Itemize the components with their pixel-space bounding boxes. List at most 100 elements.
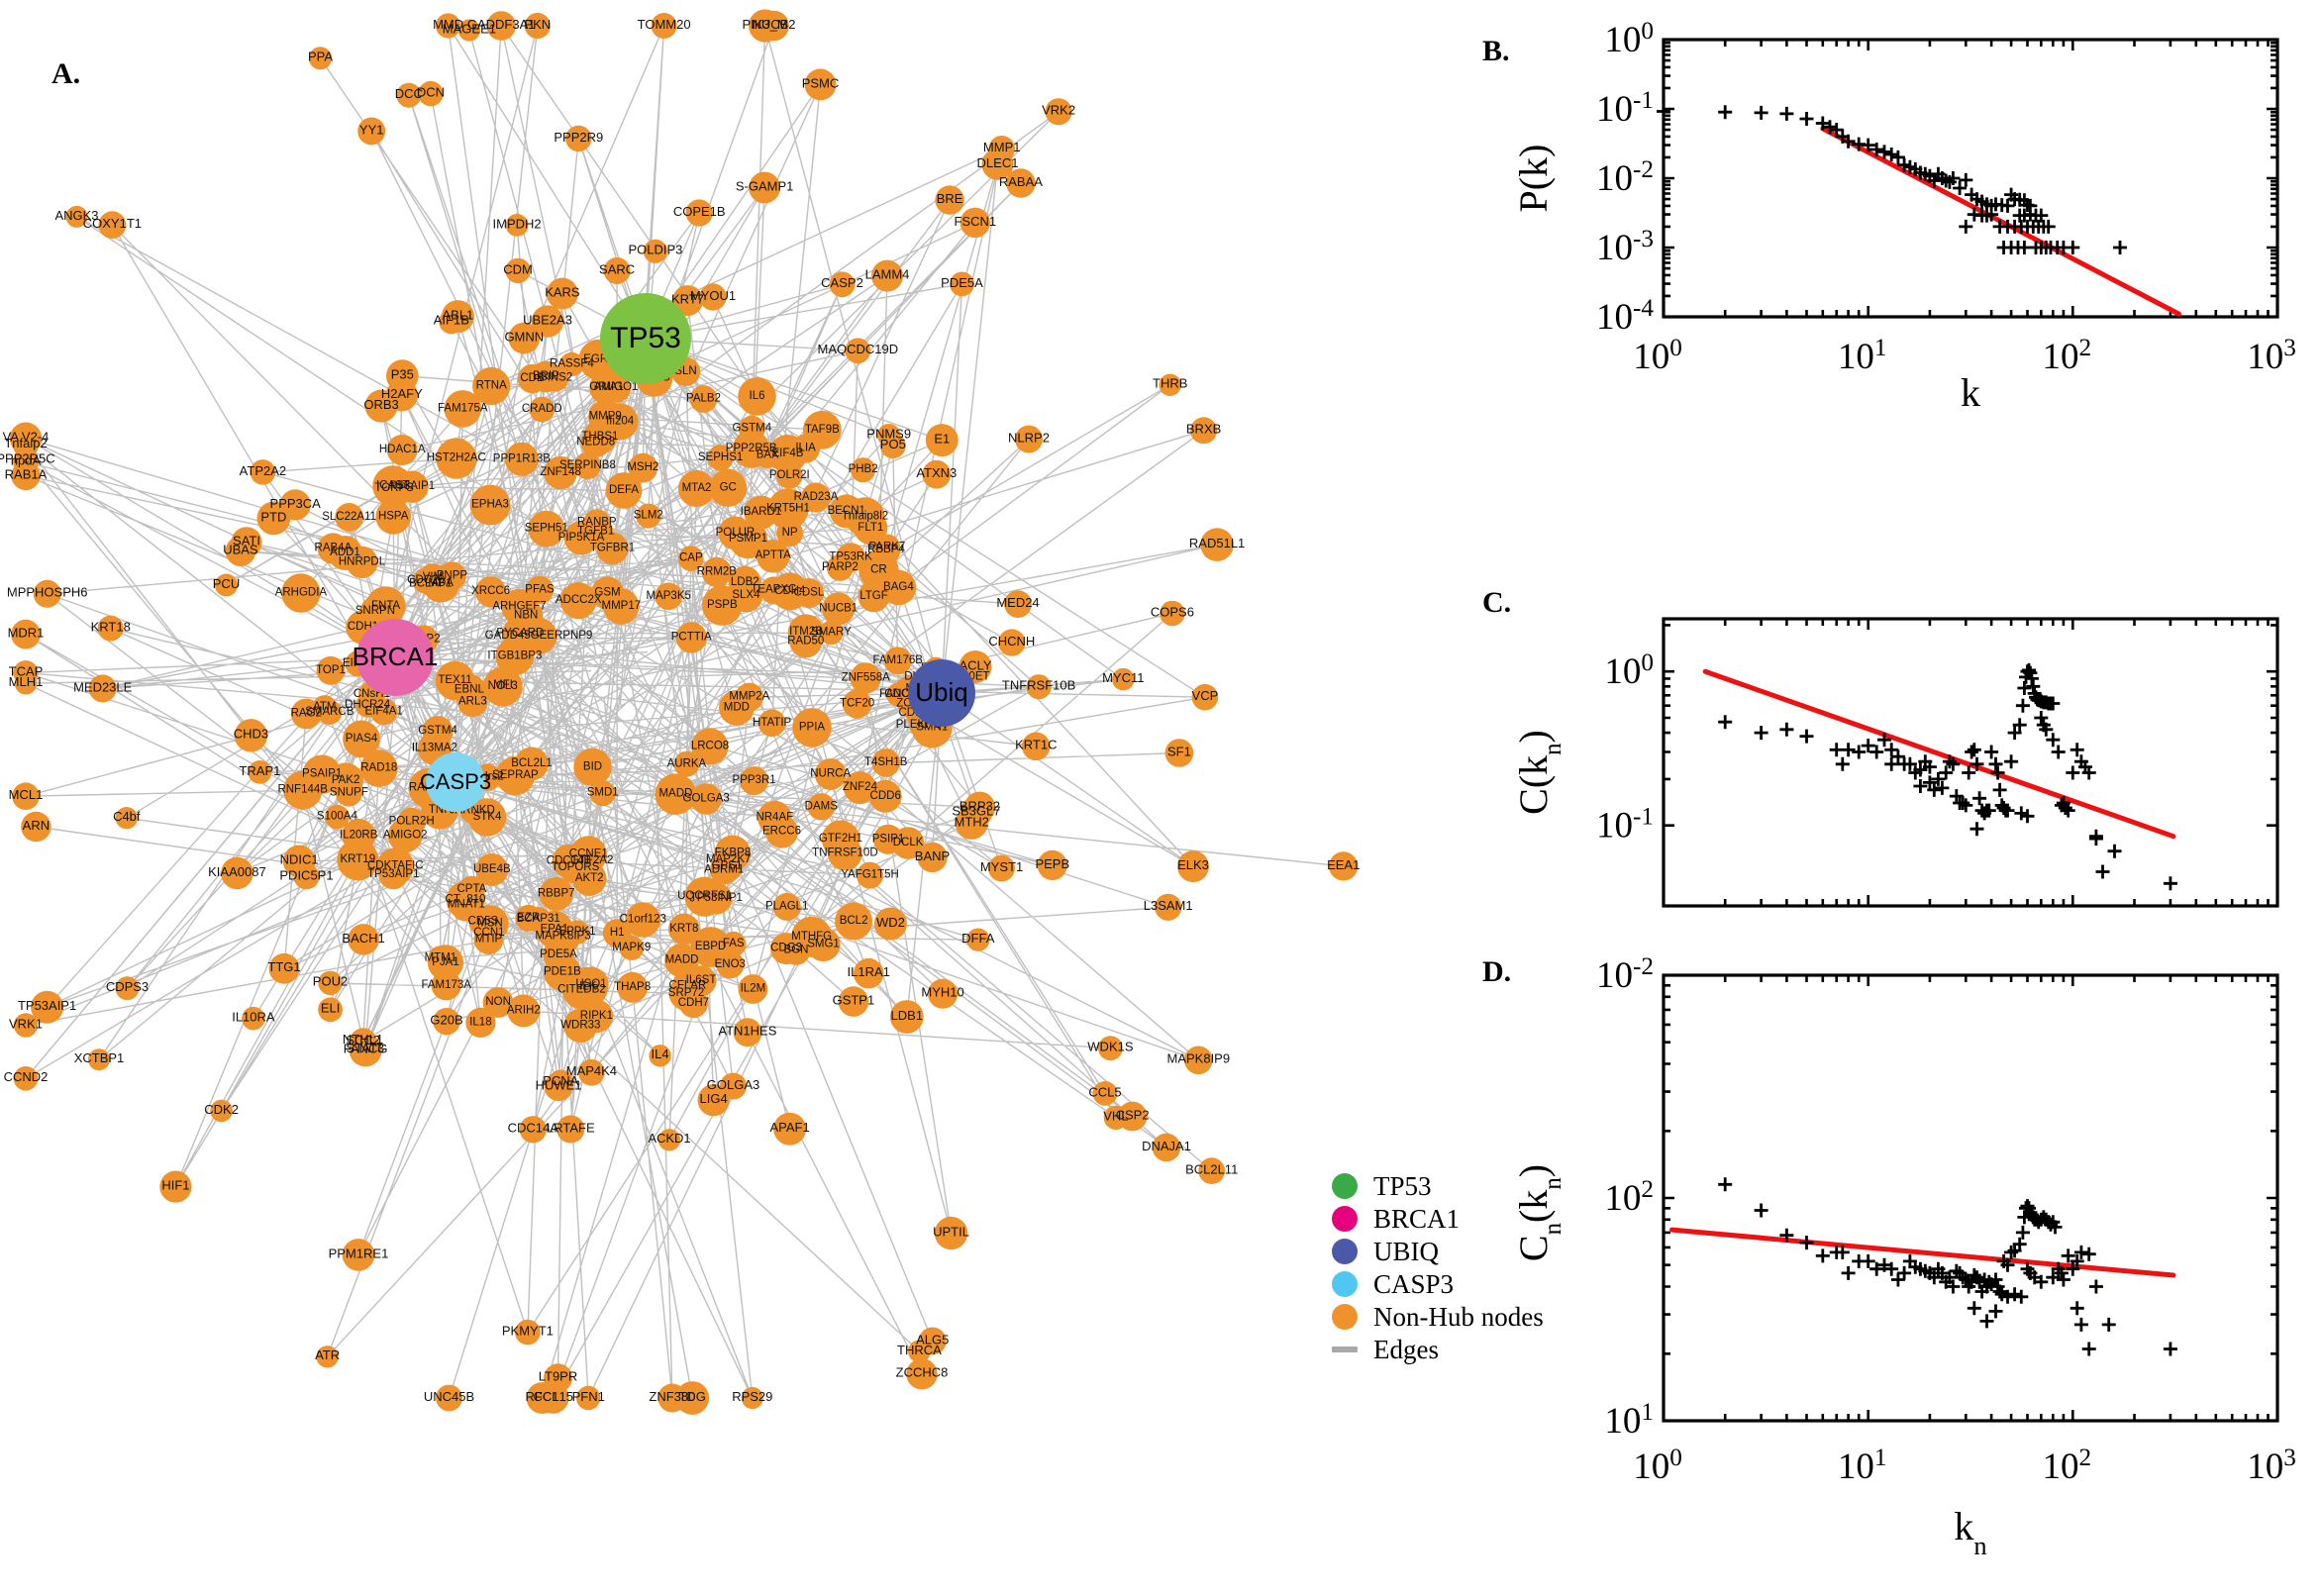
network-node[interactable]: [115, 976, 140, 1001]
network-node[interactable]: [950, 271, 974, 297]
network-node[interactable]: [873, 907, 907, 941]
network-node[interactable]: [838, 986, 869, 1017]
network-node[interactable]: [1022, 732, 1051, 761]
network-node[interactable]: [826, 553, 854, 581]
network-node[interactable]: [444, 390, 482, 428]
network-node[interactable]: [580, 427, 611, 458]
network-node[interactable]: [655, 773, 697, 815]
network-node[interactable]: [768, 435, 807, 473]
network-node[interactable]: [776, 520, 804, 548]
network-node[interactable]: [758, 800, 792, 836]
network-node[interactable]: [396, 82, 422, 108]
network-node[interactable]: [352, 1029, 374, 1052]
network-node[interactable]: [684, 876, 725, 917]
network-node[interactable]: [1329, 851, 1359, 881]
network-node[interactable]: [215, 573, 238, 597]
network-node[interactable]: [603, 588, 640, 625]
network-node[interactable]: [883, 647, 912, 675]
network-node[interactable]: [308, 47, 333, 70]
network-node[interactable]: [357, 117, 386, 146]
network-node[interactable]: [829, 271, 856, 298]
network-node[interactable]: [436, 1384, 462, 1412]
network-node[interactable]: [576, 1385, 601, 1411]
network-node[interactable]: [248, 760, 272, 784]
network-node[interactable]: [738, 377, 776, 416]
network-node[interactable]: [966, 928, 990, 951]
network-node[interactable]: [804, 68, 837, 101]
network-node[interactable]: [740, 766, 769, 796]
network-node[interactable]: [115, 807, 138, 830]
network-node[interactable]: [370, 698, 398, 726]
network-node[interactable]: [1098, 1036, 1123, 1061]
network-node[interactable]: [699, 283, 727, 311]
network-node[interactable]: [998, 629, 1026, 656]
network-node[interactable]: [515, 1319, 541, 1346]
network-node[interactable]: [486, 11, 516, 41]
network-node[interactable]: [97, 615, 124, 642]
network-node[interactable]: [279, 489, 311, 521]
network-node[interactable]: [13, 1013, 39, 1038]
network-node[interactable]: [397, 807, 427, 837]
network-node[interactable]: [685, 199, 713, 227]
network-node[interactable]: [1190, 417, 1218, 445]
hub-node-ubiq[interactable]: [908, 659, 975, 727]
network-node[interactable]: [928, 978, 959, 1009]
network-node[interactable]: [602, 919, 632, 948]
network-node[interactable]: [767, 488, 809, 530]
network-node[interactable]: [98, 211, 127, 240]
network-node[interactable]: [589, 780, 616, 807]
network-node[interactable]: [886, 682, 911, 707]
network-node[interactable]: [1112, 667, 1135, 691]
network-node[interactable]: [1006, 168, 1036, 198]
network-node[interactable]: [701, 556, 732, 588]
network-node[interactable]: [1159, 373, 1181, 396]
network-node[interactable]: [1184, 1046, 1213, 1075]
network-node[interactable]: [548, 1069, 574, 1096]
network-node[interactable]: [335, 503, 363, 532]
network-node[interactable]: [1092, 1081, 1118, 1106]
network-node[interactable]: [465, 1007, 496, 1038]
network-node[interactable]: [231, 527, 262, 558]
network-node[interactable]: [505, 257, 531, 284]
network-node[interactable]: [316, 1346, 339, 1368]
network-node[interactable]: [701, 585, 743, 626]
network-node[interactable]: [436, 438, 477, 479]
network-node[interactable]: [675, 1381, 710, 1415]
network-node[interactable]: [889, 1000, 924, 1034]
network-node[interactable]: [1037, 849, 1067, 881]
network-node[interactable]: [596, 532, 629, 565]
network-node[interactable]: [872, 824, 904, 854]
network-node[interactable]: [31, 990, 64, 1024]
network-node[interactable]: [1160, 600, 1185, 627]
network-node[interactable]: [871, 748, 900, 777]
network-node[interactable]: [457, 686, 488, 718]
network-node[interactable]: [718, 516, 753, 550]
network-node[interactable]: [814, 758, 847, 790]
network-node[interactable]: [649, 1045, 671, 1067]
network-node[interactable]: [691, 728, 729, 765]
network-node[interactable]: [573, 966, 609, 1002]
network-node[interactable]: [325, 804, 350, 830]
network-node[interactable]: [603, 257, 631, 284]
network-node[interactable]: [433, 1007, 460, 1036]
network-node[interactable]: [709, 468, 748, 507]
network-node[interactable]: [529, 396, 556, 423]
network-node[interactable]: [457, 875, 485, 903]
network-node[interactable]: [546, 277, 578, 310]
network-node[interactable]: [539, 877, 573, 911]
network-node[interactable]: [868, 779, 902, 813]
network-node[interactable]: [573, 451, 602, 480]
network-node[interactable]: [520, 617, 557, 655]
network-node[interactable]: [981, 148, 1014, 180]
network-node[interactable]: [569, 836, 607, 873]
network-node[interactable]: [689, 385, 718, 413]
network-node[interactable]: [690, 927, 731, 967]
network-node[interactable]: [88, 1048, 110, 1071]
network-node[interactable]: [858, 549, 899, 591]
network-node[interactable]: [792, 708, 832, 748]
network-node[interactable]: [360, 749, 398, 787]
network-node[interactable]: [396, 470, 429, 503]
network-node[interactable]: [33, 579, 61, 608]
network-node[interactable]: [1045, 98, 1072, 126]
network-node[interactable]: [1164, 739, 1194, 767]
